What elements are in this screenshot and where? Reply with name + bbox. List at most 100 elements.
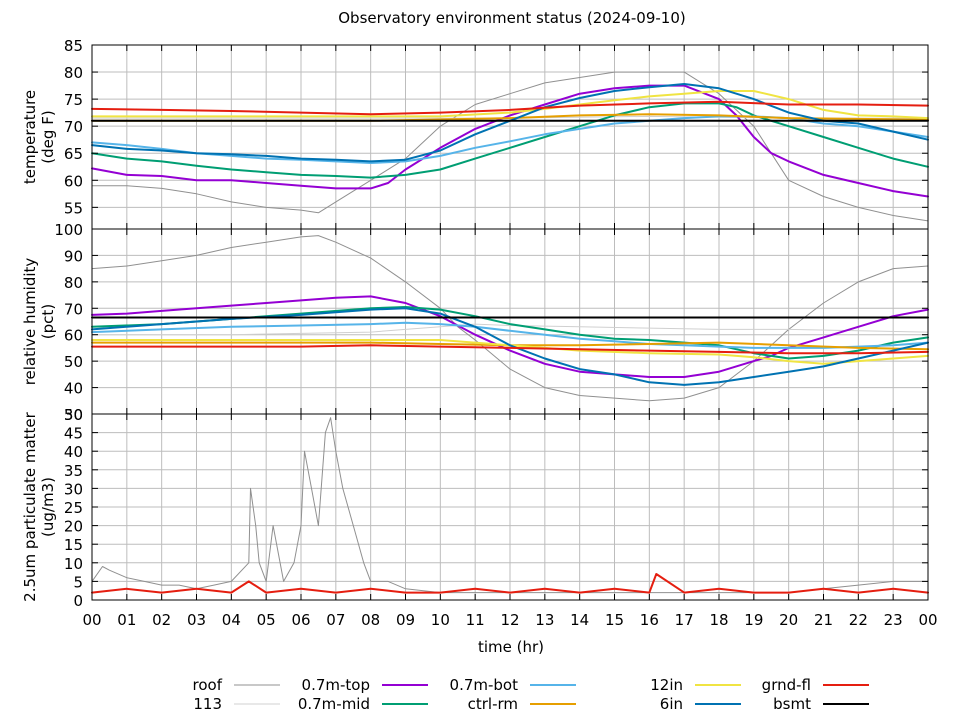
panel-humidity: 30 40 50 60 70 80 90 100 relative humidity (pct) <box>21 221 929 424</box>
x-tick-label: 08 <box>361 611 380 629</box>
y-tick-label: 35 <box>64 462 83 480</box>
y-tick-label: 50 <box>64 406 83 424</box>
legend-item-in12: 12in <box>650 676 741 694</box>
y-axis-label-pm25: (ug/m3) <box>39 477 57 537</box>
y-tick-label: 70 <box>64 118 83 136</box>
x-tick-label: 01 <box>117 611 136 629</box>
x-tick-label: 20 <box>779 611 798 629</box>
series-temperature-roof <box>91 71 929 222</box>
x-tick-labels: 00 01 02 03 04 05 06 07 08 09 10 11 12 13 14 15 16 17 18 19… <box>82 611 937 629</box>
legend-label: grnd-fl <box>762 676 811 694</box>
series-humidity-mid <box>91 306 929 360</box>
series-humidity-grnd <box>91 344 929 355</box>
series-temperature-mid <box>91 102 929 179</box>
x-tick-label: 05 <box>257 611 276 629</box>
x-tick-label: 00 <box>82 611 101 629</box>
x-tick-label: 10 <box>431 611 450 629</box>
x-tick-label: 03 <box>187 611 206 629</box>
x-tick-label: 18 <box>709 611 728 629</box>
y-axis-label-temperature: (deg F) <box>39 110 57 163</box>
y-tick-label: 55 <box>64 199 83 217</box>
y-tick-label: 15 <box>64 536 83 554</box>
series-humidity-bot <box>91 321 929 349</box>
legend-item-mid: 0.7m-mid <box>298 695 428 713</box>
y-axis-label-temperature: temperature <box>21 90 39 184</box>
y-axis-label-humidity: (pct) <box>39 304 57 339</box>
y-tick-label: 20 <box>64 518 83 536</box>
legend-item-roof: roof <box>193 676 280 694</box>
legend-label: 0.7m-bot <box>450 676 519 694</box>
y-tick-label: 100 <box>54 221 83 239</box>
y-tick-label: 75 <box>64 91 83 109</box>
legend-label: 0.7m-mid <box>298 695 370 713</box>
x-axis-label: time (hr) <box>478 638 544 656</box>
y-tick-label: 90 <box>64 247 83 265</box>
y-tick-label: 25 <box>64 499 83 517</box>
y-axis-label-pm25: 2.5um particulate matter <box>21 411 39 601</box>
series-group-temperature <box>91 71 929 222</box>
y-tick-label: 80 <box>64 64 83 82</box>
x-tick-label: 16 <box>640 611 659 629</box>
x-tick-label: 14 <box>570 611 589 629</box>
x-tick-label: 09 <box>396 611 415 629</box>
legend-label: roof <box>193 676 223 694</box>
series-pm25-roof <box>91 417 929 594</box>
series-group-pm25 <box>91 417 929 594</box>
legend-label: 12in <box>650 676 683 694</box>
series-humidity-r113 <box>91 323 929 336</box>
series-humidity-ctrl <box>91 341 929 351</box>
panel-temperature: 55 60 65 70 75 80 85 temperature (deg F) <box>21 37 929 230</box>
x-tick-label: 23 <box>884 611 903 629</box>
legend-label: 0.7m-top <box>302 676 370 694</box>
series-temperature-grnd <box>91 100 929 116</box>
legend-item-grnd: grnd-fl <box>762 676 869 694</box>
chart-title: Observatory environment status (2024-09-… <box>338 9 686 27</box>
y-tick-label: 0 <box>73 592 83 610</box>
x-tick-label: 19 <box>744 611 763 629</box>
x-tick-label: 21 <box>814 611 833 629</box>
legend-item-in6: 6in <box>660 695 741 713</box>
x-tick-label: 12 <box>500 611 519 629</box>
grid-pm25 <box>92 414 928 600</box>
y-tick-label: 65 <box>64 145 83 163</box>
y-tick-label: 30 <box>64 406 83 424</box>
series-temperature-in12 <box>91 90 929 120</box>
y-tick-label: 30 <box>64 480 83 498</box>
x-tick-label: 06 <box>291 611 310 629</box>
series-humidity-roof <box>91 235 929 402</box>
x-tick-label: 15 <box>605 611 624 629</box>
series-humidity-top <box>91 295 929 378</box>
x-tick-label: 11 <box>466 611 485 629</box>
legend-item-bsmt: bsmt <box>773 695 869 713</box>
grid-humidity <box>92 229 928 414</box>
y-tick-label: 10 <box>64 555 83 573</box>
y-tick-label: 60 <box>64 172 83 190</box>
legend-label: 113 <box>193 695 222 713</box>
y-tick-label: 5 <box>73 573 83 591</box>
legend-item-top: 0.7m-top <box>302 676 428 694</box>
series-pm25-grnd <box>91 573 929 594</box>
series-humidity-in6 <box>91 307 929 386</box>
y-tick-label: 85 <box>64 37 83 55</box>
chart-panels: 55 60 65 70 75 80 85 temperature (deg F) 30 40 5 06 0… <box>21 37 938 629</box>
y-tick-label: 50 <box>64 353 83 371</box>
x-tick-label: 02 <box>152 611 171 629</box>
x-tick-label: 00 <box>918 611 937 629</box>
y-tick-label: 40 <box>64 443 83 461</box>
x-tick-label: 13 <box>535 611 554 629</box>
x-tick-label: 04 <box>222 611 241 629</box>
y-axis-label-humidity: relative humidity <box>21 258 39 386</box>
legend-label: bsmt <box>773 695 811 713</box>
y-tick-label: 45 <box>64 425 83 443</box>
y-tick-label: 80 <box>64 274 83 292</box>
legend-label: ctrl-rm <box>468 695 518 713</box>
series-group-humidity <box>91 235 929 402</box>
y-tick-label: 70 <box>64 300 83 318</box>
y-tick-label: 40 <box>64 380 83 398</box>
x-tick-label: 07 <box>326 611 345 629</box>
legend-item-ctrl: ctrl-rm <box>468 695 576 713</box>
legend-item-bot: 0.7m-bot <box>450 676 576 694</box>
